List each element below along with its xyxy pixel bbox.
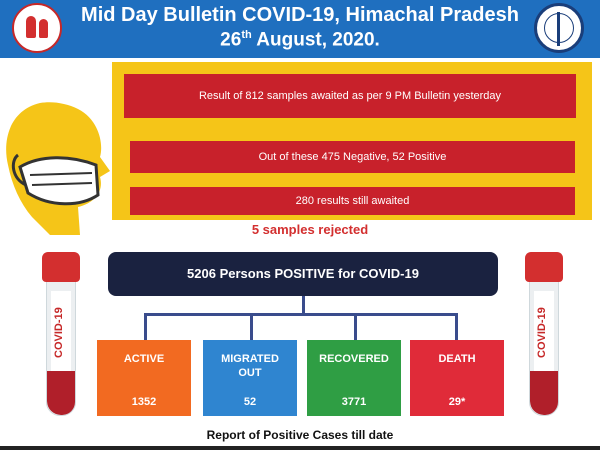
results-awaited-bar: 280 results still awaited: [130, 187, 575, 215]
migrated-label: MIGRATED OUT: [221, 353, 279, 379]
active-cases-card: ACTIVE 1352: [97, 340, 191, 416]
connector-line: [144, 313, 457, 316]
death-card: DEATH 29*: [410, 340, 504, 416]
header-banner: Mid Day Bulletin COVID-19, Himachal Prad…: [0, 0, 600, 58]
death-value: 29*: [448, 396, 466, 408]
bottom-divider: [0, 446, 600, 450]
connector-line: [354, 313, 357, 340]
recovered-card: RECOVERED 3771: [307, 340, 401, 416]
report-caption: Report of Positive Cases till date: [206, 428, 394, 442]
test-tube-left-icon: COVID-19: [42, 252, 80, 422]
samples-awaited-bar: Result of 812 samples awaited as per 9 P…: [124, 74, 576, 118]
health-dept-emblem-icon: [534, 3, 584, 53]
recovered-label: RECOVERED: [319, 353, 389, 365]
tube-label-right: COVID-19: [536, 307, 548, 359]
negative-positive-bar: Out of these 475 Negative, 52 Positive: [130, 141, 575, 173]
bulletin-title: Mid Day Bulletin COVID-19, Himachal Prad…: [81, 4, 519, 26]
recovered-value: 3771: [341, 396, 367, 408]
masked-face-icon: [6, 102, 110, 235]
migrated-out-card: MIGRATED OUT 52: [203, 340, 297, 416]
state-logo-icon: [12, 3, 62, 53]
connector-line: [302, 296, 305, 314]
total-positive-box: 5206 Persons POSITIVE for COVID-19: [108, 252, 498, 296]
death-label: DEATH: [438, 353, 476, 365]
connector-line: [144, 313, 147, 340]
test-tube-right-icon: COVID-19: [525, 252, 563, 422]
samples-rejected-text: 5 samples rejected: [251, 222, 369, 237]
connector-line: [250, 313, 253, 340]
tube-label-left: COVID-19: [53, 307, 65, 359]
active-label: ACTIVE: [123, 353, 165, 365]
migrated-value: 52: [243, 396, 257, 408]
connector-line: [455, 313, 458, 340]
bulletin-date: 26th August, 2020.: [220, 29, 380, 51]
active-value: 1352: [131, 396, 157, 408]
